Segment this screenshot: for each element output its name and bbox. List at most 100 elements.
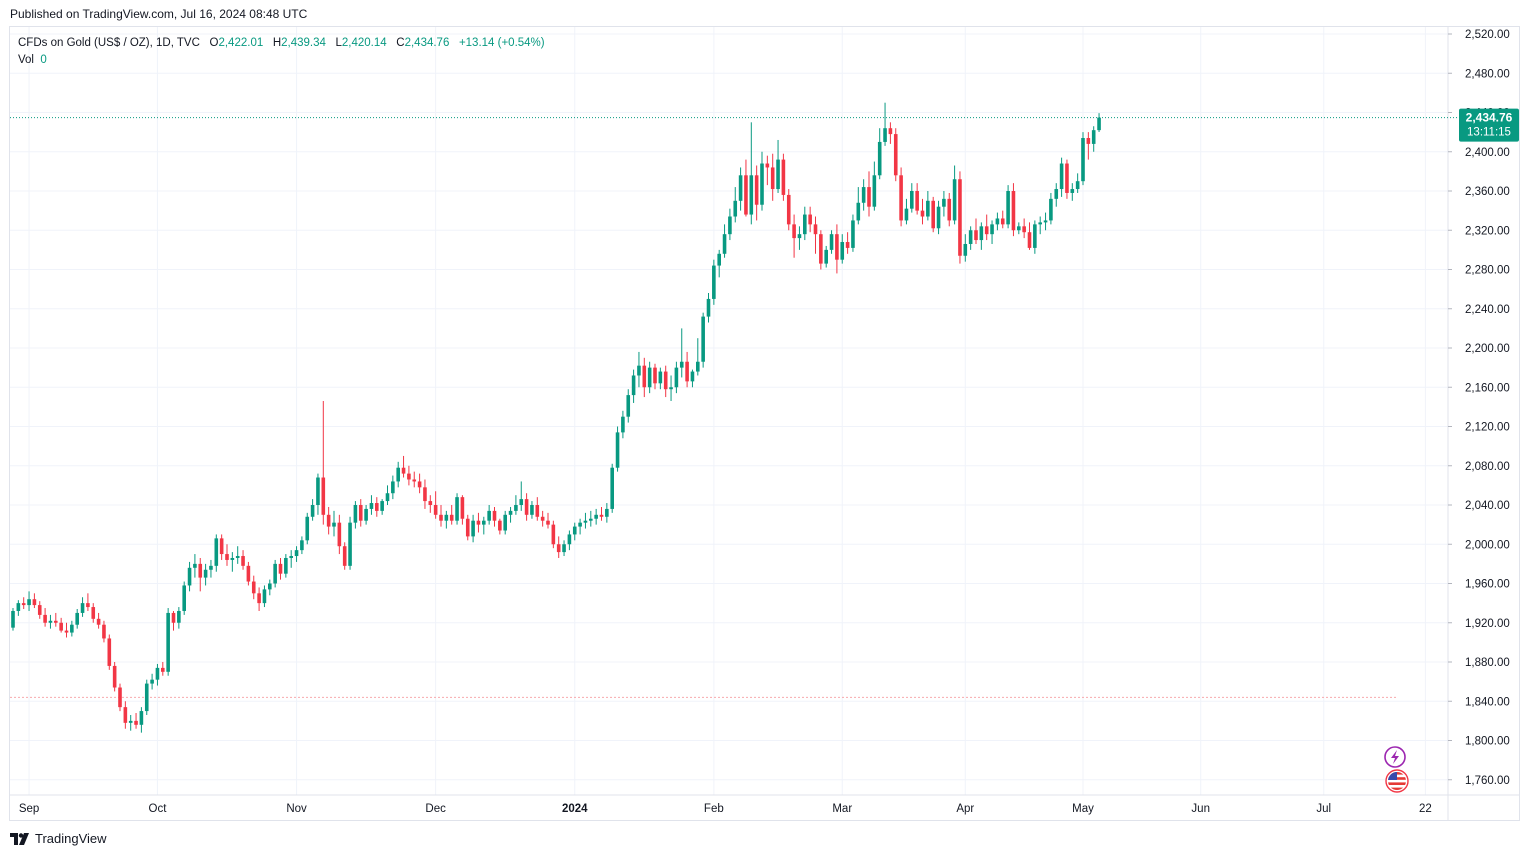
candle-body (27, 599, 31, 606)
candle-body (1043, 220, 1048, 223)
candle-body (257, 593, 261, 604)
candle-body (599, 514, 604, 517)
candle-body (808, 214, 812, 225)
candle-body (728, 216, 732, 235)
y-tick-label: 1,840.00 (1465, 696, 1510, 708)
candle-body (396, 467, 400, 482)
x-tick-label: Feb (704, 803, 724, 815)
candle-body (610, 467, 614, 509)
candle-body (899, 175, 903, 221)
candle-body (1033, 224, 1037, 248)
price-axis[interactable]: 2,520.002,480.002,440.002,400.002,360.00… (1448, 29, 1510, 787)
candle-body (498, 520, 502, 531)
candle-body (412, 479, 417, 482)
candle-body (765, 163, 770, 168)
candle-body (958, 179, 962, 256)
candle-body (16, 603, 21, 611)
candle-body (80, 603, 85, 613)
candle-body (877, 141, 882, 176)
candle-body (524, 499, 529, 515)
candle-body (910, 191, 914, 209)
candle-body (1054, 189, 1059, 199)
y-tick-label: 2,080.00 (1465, 461, 1510, 473)
y-tick-label: 2,240.00 (1465, 304, 1510, 316)
candle-body (642, 365, 647, 388)
x-tick-label: Oct (149, 803, 168, 815)
candle-body (995, 218, 1000, 225)
candle-body (851, 220, 855, 248)
candle-body (476, 520, 481, 525)
candle-body (942, 198, 946, 207)
candle-body (722, 234, 727, 254)
candle-body (1011, 191, 1016, 231)
candle-body (21, 603, 26, 606)
y-tick-label: 2,000.00 (1465, 539, 1510, 551)
candle-body (712, 265, 716, 299)
candle-body (968, 230, 973, 244)
y-tick-label: 1,960.00 (1465, 579, 1510, 591)
candle-body (198, 563, 203, 578)
candle-body (984, 226, 989, 235)
tradingview-logo[interactable]: TradingView (10, 831, 107, 846)
x-tick-label: Mar (832, 803, 852, 815)
candle-body (75, 612, 79, 625)
candle-body (754, 175, 759, 205)
candle-body (70, 624, 74, 633)
candle-body (647, 367, 652, 388)
candle-body (824, 249, 828, 264)
candle-body (535, 505, 540, 517)
candle-body (310, 505, 315, 517)
time-axis[interactable]: Sep Oct Nov Dec 2024 Feb Mar Apr May Jun Jul 22 (19, 803, 1432, 815)
candle-body (1059, 163, 1064, 190)
candle-body (621, 416, 625, 433)
candle-body (530, 505, 534, 515)
candle-body (353, 505, 358, 523)
candle-body (626, 395, 631, 417)
candle-body (64, 630, 69, 633)
candle-body (375, 503, 379, 511)
candle-body (696, 361, 700, 372)
candle-body (187, 567, 192, 586)
last-price-tag-bg (1459, 108, 1519, 142)
candle-body (48, 620, 53, 623)
candle-body (385, 493, 390, 502)
candle-body (391, 481, 395, 494)
candle-body (605, 508, 609, 517)
y-tick-label: 2,400.00 (1465, 147, 1510, 159)
candle-body (193, 563, 197, 568)
candle-body (658, 371, 663, 384)
events-icon[interactable] (1384, 746, 1406, 768)
chart-legend: CFDs on Gold (US$ / OZ), 1D, TVC O2,422.… (18, 35, 545, 69)
candle-body (637, 365, 641, 376)
candle-body (786, 194, 791, 225)
candle-body (112, 665, 117, 688)
candle-body (444, 514, 449, 521)
candle-body (203, 569, 208, 578)
candle-body (118, 687, 122, 708)
candle-body (861, 187, 866, 203)
candle-body (348, 522, 352, 566)
candle-body (685, 361, 689, 382)
candle-body (449, 514, 454, 521)
candle-body (1081, 138, 1085, 182)
candle-body (1000, 218, 1005, 225)
candle-body (37, 605, 42, 615)
candle-body (96, 618, 101, 625)
candle-body (562, 544, 566, 553)
candle-body (401, 467, 406, 474)
candle-body (776, 159, 780, 190)
candle-body (733, 200, 738, 217)
candle-body (738, 175, 743, 201)
candle-body (54, 620, 58, 623)
y-tick-label: 2,120.00 (1465, 422, 1510, 434)
us-flag-icon[interactable] (1385, 769, 1409, 793)
x-tick-label: Sep (19, 803, 39, 815)
candle-body (43, 614, 47, 623)
candle-body (487, 510, 491, 521)
candle-body (963, 243, 968, 256)
candle-body (241, 556, 245, 566)
candle-body (482, 520, 486, 525)
high-value: 2,439.34 (281, 37, 326, 49)
candle-body (150, 679, 154, 684)
